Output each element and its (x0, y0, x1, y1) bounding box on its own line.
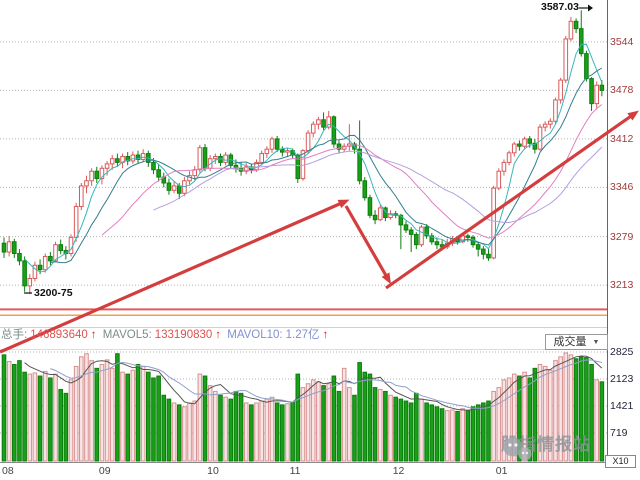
volume-unit-box: X10 (605, 455, 636, 468)
total-hands-value: 146893640 (30, 329, 88, 341)
volume-tick-label: 719 (610, 427, 628, 439)
price-tick-label: 3544 (610, 35, 634, 48)
annotation-marks (24, 4, 593, 294)
mavol10-value: 1.27亿 (285, 329, 320, 341)
month-axis-label: 01 (495, 465, 508, 477)
candles-layer (1, 10, 605, 295)
volume-tick-label: 1421 (610, 400, 634, 412)
month-axis-label: 11 (289, 465, 301, 477)
volume-unit-label: X10 (612, 456, 629, 466)
month-axis-label: 09 (98, 465, 111, 477)
high-price-annotation: 3587.03 (541, 1, 579, 13)
price-tick-label: 3346 (610, 181, 634, 194)
price-tick-label: 3213 (610, 279, 634, 292)
up-arrow-icon: ↑ (90, 329, 97, 341)
price-tick-label: 3412 (610, 132, 634, 145)
low-price-annotation: 3200-75 (34, 287, 73, 299)
volume-tick-label: 2123 (610, 373, 634, 385)
mavol10-label: MAVOL10: (227, 329, 283, 341)
up-arrow-icon: ↑ (322, 329, 329, 341)
total-hands-label: 总手: (1, 329, 28, 341)
price-tick-label: 3279 (610, 230, 634, 243)
chat-bubbles-icon (503, 437, 532, 461)
volume-tick-label: 2825 (610, 346, 634, 358)
month-axis-label: 12 (392, 465, 405, 477)
price-tick-label: 3478 (610, 84, 634, 97)
month-axis-label: 08 (2, 465, 14, 477)
ma-lines-layer (24, 43, 603, 411)
volume-bars-layer (1, 352, 605, 462)
volume-indicator-dropdown[interactable]: 成交量 ▼ (545, 334, 608, 350)
volume-dropdown-label: 成交量 (553, 335, 587, 348)
mavol5-label: MAVOL5: (102, 329, 152, 341)
chevron-down-icon: ▼ (592, 338, 600, 346)
trend-arrows-layer (0, 110, 639, 354)
month-axis-label: 10 (207, 465, 219, 477)
up-arrow-icon: ↑ (215, 329, 222, 341)
panel-borders (0, 0, 608, 463)
indicator-bar: 总手: 146893640 ↑ MAVOL5: 133190830 ↑ MAVOL10:… (1, 329, 331, 342)
watermark: 股指情报站 (501, 436, 591, 461)
mavol5-value: 133190830 (154, 329, 213, 341)
